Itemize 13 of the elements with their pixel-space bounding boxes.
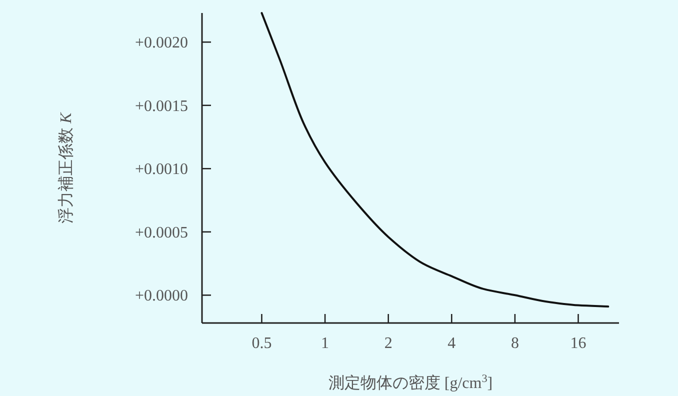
y-tick-label: +0.0000 [134,288,188,305]
y-tick-label: +0.0005 [134,224,188,242]
x-tick-label: 2 [384,335,392,352]
y-axis-title: 浮力補正係数 K [57,111,75,224]
x-tick-label: 16 [570,335,586,352]
y-tick-label: +0.0015 [134,98,188,115]
y-tick-label: +0.0020 [134,34,188,52]
x-tick-label: 8 [510,335,519,352]
y-tick-label: +0.0010 [134,161,188,178]
x-tick-label: 4 [448,335,456,352]
x-tick-label: 0.5 [252,335,272,352]
x-axis-title: 測定物体の密度 [g/cm$^{3}$] [328,373,493,392]
x-tick-label: 1 [321,335,330,352]
